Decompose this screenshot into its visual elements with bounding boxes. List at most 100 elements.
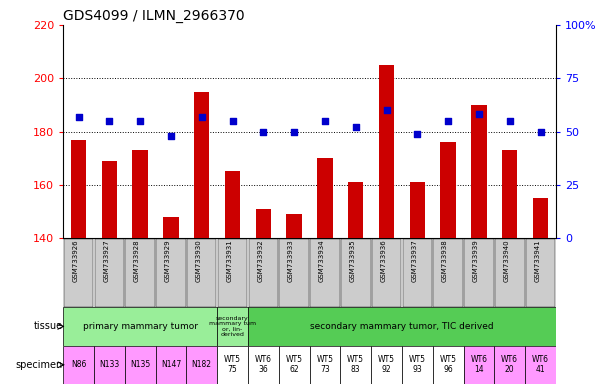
Text: GSM733941: GSM733941	[534, 240, 540, 282]
Text: GSM733932: GSM733932	[257, 240, 263, 282]
Text: WT5
62: WT5 62	[285, 356, 303, 374]
Point	[258, 129, 268, 135]
Text: secondary
mammary tum
or, lin-
derived: secondary mammary tum or, lin- derived	[209, 316, 256, 337]
Text: GSM733938: GSM733938	[442, 240, 448, 282]
FancyBboxPatch shape	[186, 346, 217, 384]
Text: tissue: tissue	[34, 321, 63, 331]
Text: WT6
20: WT6 20	[501, 356, 518, 374]
FancyBboxPatch shape	[403, 239, 432, 306]
FancyBboxPatch shape	[341, 239, 370, 306]
Text: GSM733933: GSM733933	[288, 240, 294, 282]
Text: secondary mammary tumor, TIC derived: secondary mammary tumor, TIC derived	[310, 322, 494, 331]
FancyBboxPatch shape	[94, 346, 125, 384]
Bar	[348, 182, 364, 238]
FancyBboxPatch shape	[402, 346, 433, 384]
FancyBboxPatch shape	[249, 239, 278, 306]
FancyBboxPatch shape	[156, 346, 186, 384]
Bar	[163, 217, 178, 238]
Point	[320, 118, 330, 124]
FancyBboxPatch shape	[526, 239, 555, 306]
Text: GSM733935: GSM733935	[350, 240, 356, 282]
FancyBboxPatch shape	[217, 307, 248, 346]
Text: GSM733936: GSM733936	[380, 240, 386, 282]
Text: GSM733930: GSM733930	[196, 240, 202, 282]
FancyBboxPatch shape	[463, 346, 495, 384]
Bar	[317, 158, 332, 238]
Text: GDS4099 / ILMN_2966370: GDS4099 / ILMN_2966370	[63, 8, 245, 23]
Point	[444, 118, 453, 124]
Text: WT5
96: WT5 96	[439, 356, 457, 374]
Point	[351, 124, 361, 130]
Point	[105, 118, 114, 124]
FancyBboxPatch shape	[279, 346, 310, 384]
Text: N133: N133	[99, 360, 120, 369]
Point	[166, 133, 175, 139]
Point	[228, 118, 237, 124]
Bar	[132, 150, 148, 238]
FancyBboxPatch shape	[126, 239, 155, 306]
Text: WT5
73: WT5 73	[316, 356, 334, 374]
FancyBboxPatch shape	[310, 239, 340, 306]
FancyBboxPatch shape	[495, 346, 525, 384]
FancyBboxPatch shape	[248, 346, 279, 384]
FancyBboxPatch shape	[217, 346, 248, 384]
FancyBboxPatch shape	[94, 239, 124, 306]
Bar	[471, 105, 487, 238]
FancyBboxPatch shape	[433, 346, 463, 384]
Text: primary mammary tumor: primary mammary tumor	[82, 322, 198, 331]
FancyBboxPatch shape	[464, 239, 493, 306]
FancyBboxPatch shape	[340, 346, 371, 384]
FancyBboxPatch shape	[63, 307, 217, 346]
Bar	[225, 172, 240, 238]
FancyBboxPatch shape	[525, 346, 556, 384]
Text: N147: N147	[161, 360, 181, 369]
Bar	[287, 214, 302, 238]
Point	[412, 131, 422, 137]
Text: GSM733934: GSM733934	[319, 240, 325, 282]
Text: GSM733937: GSM733937	[411, 240, 417, 282]
Text: GSM733940: GSM733940	[504, 240, 510, 282]
Text: GSM733939: GSM733939	[473, 240, 479, 282]
FancyBboxPatch shape	[187, 239, 216, 306]
FancyBboxPatch shape	[495, 239, 525, 306]
FancyBboxPatch shape	[248, 307, 556, 346]
Text: GSM733928: GSM733928	[134, 240, 140, 282]
Bar	[194, 91, 209, 238]
Bar	[71, 139, 86, 238]
FancyBboxPatch shape	[64, 239, 93, 306]
Bar	[255, 209, 271, 238]
Point	[505, 118, 514, 124]
Text: N135: N135	[130, 360, 150, 369]
FancyBboxPatch shape	[63, 346, 94, 384]
FancyBboxPatch shape	[433, 239, 463, 306]
Text: WT5
83: WT5 83	[347, 356, 364, 374]
FancyBboxPatch shape	[372, 239, 401, 306]
Bar	[502, 150, 517, 238]
Text: WT6
14: WT6 14	[471, 356, 487, 374]
Point	[289, 129, 299, 135]
Point	[382, 107, 391, 113]
Point	[535, 129, 545, 135]
Bar	[379, 65, 394, 238]
Bar	[102, 161, 117, 238]
Text: WT6
41: WT6 41	[532, 356, 549, 374]
Point	[135, 118, 145, 124]
FancyBboxPatch shape	[279, 239, 309, 306]
Text: N86: N86	[71, 360, 86, 369]
FancyBboxPatch shape	[310, 346, 340, 384]
FancyBboxPatch shape	[218, 239, 247, 306]
Text: GSM733927: GSM733927	[103, 240, 109, 282]
FancyBboxPatch shape	[371, 346, 402, 384]
Point	[197, 114, 207, 120]
Text: N182: N182	[192, 360, 212, 369]
Text: WT5
75: WT5 75	[224, 356, 241, 374]
Text: WT5
93: WT5 93	[409, 356, 426, 374]
Text: WT5
92: WT5 92	[378, 356, 395, 374]
Point	[474, 111, 484, 118]
FancyBboxPatch shape	[125, 346, 156, 384]
Bar	[533, 198, 548, 238]
Bar	[410, 182, 425, 238]
Text: GSM733929: GSM733929	[165, 240, 171, 282]
Text: GSM733926: GSM733926	[73, 240, 79, 282]
Text: specimen: specimen	[16, 360, 63, 370]
